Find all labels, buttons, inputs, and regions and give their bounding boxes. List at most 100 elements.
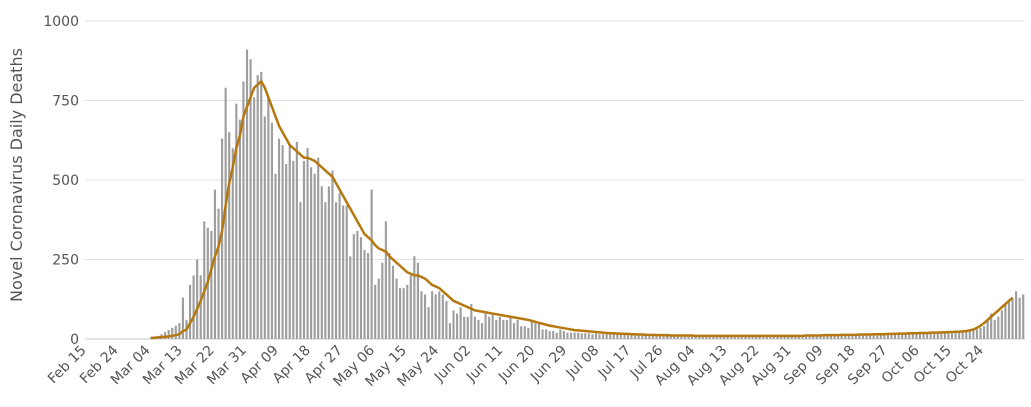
bar	[363, 249, 366, 339]
bar	[644, 335, 647, 339]
bar	[822, 335, 825, 339]
bar	[473, 316, 476, 339]
bar	[381, 262, 384, 339]
bar	[712, 335, 715, 339]
bar	[719, 335, 722, 339]
bar	[349, 256, 352, 339]
bar	[673, 335, 676, 339]
bar	[149, 337, 152, 339]
bar	[797, 335, 800, 339]
bar	[658, 335, 662, 339]
bar	[954, 331, 957, 339]
bar	[801, 335, 804, 339]
bar	[1022, 294, 1025, 339]
bar	[370, 189, 373, 339]
bar	[676, 335, 679, 339]
bar	[466, 316, 469, 339]
bar	[566, 332, 569, 339]
bar	[762, 336, 765, 339]
bar	[470, 304, 473, 339]
bar	[744, 336, 747, 339]
bar	[299, 202, 302, 339]
bar	[295, 141, 298, 339]
bar	[409, 275, 412, 339]
bar	[391, 265, 395, 339]
bar	[865, 334, 868, 339]
bar	[306, 148, 309, 339]
bar	[438, 291, 441, 339]
bar	[181, 297, 184, 339]
bar	[926, 332, 929, 339]
x-tick-label: Jun 29	[527, 343, 570, 386]
bar	[616, 334, 619, 339]
bar	[441, 294, 444, 339]
bar	[751, 336, 754, 339]
bar	[302, 160, 306, 339]
bar	[188, 284, 192, 339]
bar	[228, 132, 231, 339]
bar	[605, 334, 608, 339]
bar	[502, 319, 505, 339]
bar	[213, 189, 217, 339]
bar-series	[149, 49, 1025, 340]
bar	[192, 275, 195, 339]
bar	[737, 336, 740, 339]
bar	[993, 319, 996, 339]
bar	[950, 331, 954, 339]
bar	[459, 307, 462, 339]
bar	[1000, 310, 1003, 339]
bar	[520, 326, 523, 339]
bar	[651, 335, 654, 339]
bar	[238, 119, 241, 339]
bar	[641, 335, 644, 339]
bar	[1004, 304, 1007, 339]
bar	[413, 256, 416, 339]
bar	[416, 262, 419, 339]
bar	[958, 331, 961, 339]
bar	[812, 335, 815, 339]
bar	[1007, 300, 1011, 339]
bar	[210, 230, 213, 339]
bar	[623, 334, 626, 339]
bar	[448, 323, 452, 339]
bar	[626, 335, 630, 339]
bar	[256, 75, 259, 339]
bar	[313, 173, 316, 339]
bar	[854, 334, 857, 339]
bar	[886, 333, 889, 339]
bar	[281, 145, 284, 339]
bar	[833, 335, 836, 339]
bar	[911, 332, 914, 339]
bar	[730, 336, 733, 339]
bar	[965, 331, 968, 339]
bar	[555, 332, 558, 339]
bar	[221, 138, 224, 339]
bar	[196, 259, 199, 339]
bar	[399, 288, 402, 339]
bar	[484, 313, 487, 339]
bar	[359, 237, 363, 339]
y-tick-label: 500	[52, 173, 79, 189]
bar	[427, 307, 430, 339]
bar	[915, 332, 918, 339]
bar	[669, 335, 672, 339]
bar	[384, 221, 387, 339]
bar	[612, 334, 615, 339]
bar	[395, 278, 398, 339]
bar	[968, 330, 971, 339]
bar	[776, 335, 779, 339]
bar	[637, 335, 640, 339]
bar	[794, 335, 797, 339]
bar	[826, 335, 829, 339]
bar	[167, 330, 170, 339]
bar	[334, 202, 338, 339]
bar	[352, 234, 355, 339]
bar	[534, 323, 537, 339]
bar	[327, 186, 330, 339]
bar	[277, 138, 281, 339]
y-tick-label: 250	[52, 253, 79, 269]
bar	[285, 164, 288, 339]
bar	[498, 316, 501, 339]
bar	[235, 103, 238, 340]
